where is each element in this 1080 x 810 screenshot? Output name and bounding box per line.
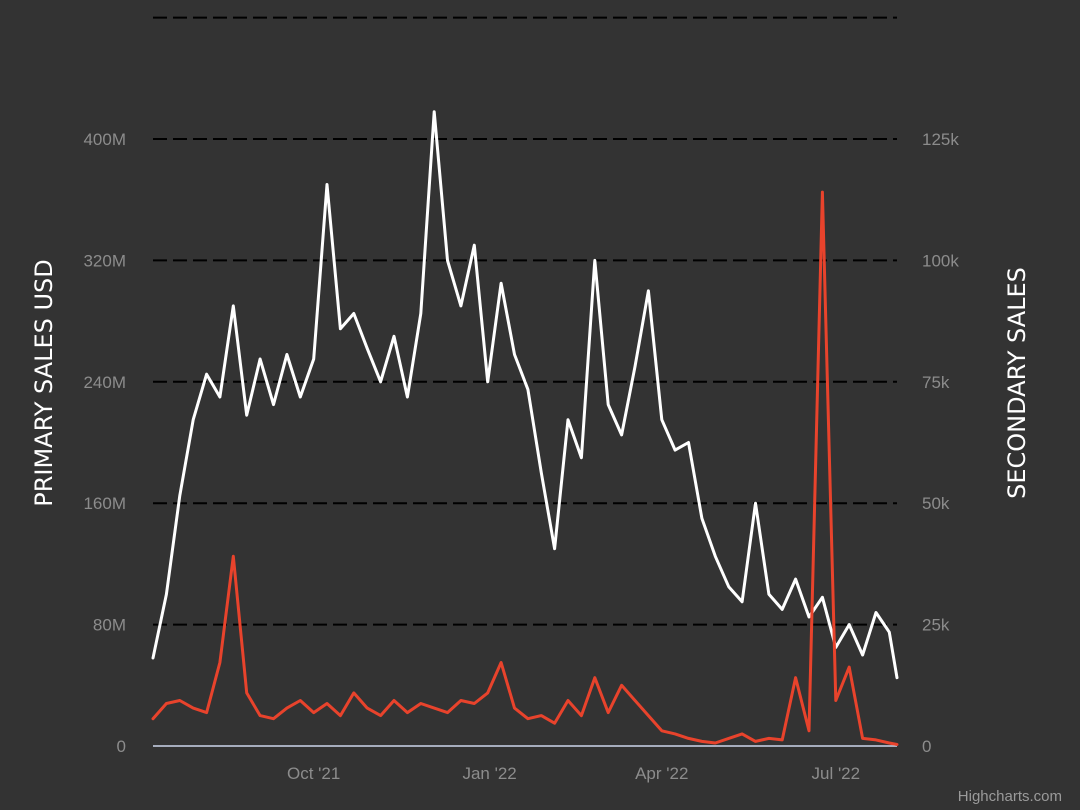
left-tick-label: 0 — [117, 737, 126, 756]
left-axis-ticks: 0 80M 160M 240M 320M 400M — [83, 130, 126, 756]
right-axis-title: SECONDARY SALES — [1003, 267, 1031, 499]
right-tick-label: 125k — [922, 130, 959, 149]
left-tick-label: 400M — [83, 130, 126, 149]
right-tick-label: 50k — [922, 494, 950, 513]
right-axis-ticks: 0 25k 50k 75k 100k 125k — [922, 130, 959, 756]
right-tick-label: 75k — [922, 373, 950, 392]
left-tick-label: 160M — [83, 494, 126, 513]
series-line-1 — [151, 110, 899, 680]
series-group — [151, 110, 899, 746]
x-tick-label: Jan '22 — [462, 764, 516, 783]
x-tick-label: Jul '22 — [811, 764, 860, 783]
right-tick-label: 25k — [922, 616, 950, 635]
x-axis-ticks: Oct '21 Jan '22 Apr '22 Jul '22 — [287, 764, 860, 783]
left-tick-label: 320M — [83, 251, 126, 270]
left-tick-label: 80M — [93, 616, 126, 635]
left-axis-title: PRIMARY SALES USD — [30, 259, 58, 507]
left-tick-label: 240M — [83, 373, 126, 392]
right-tick-label: 0 — [922, 737, 931, 756]
right-tick-label: 100k — [922, 251, 959, 270]
series-line-2 — [151, 190, 899, 746]
x-tick-label: Apr '22 — [635, 764, 688, 783]
highcharts-credit[interactable]: Highcharts.com — [958, 788, 1062, 805]
x-tick-label: Oct '21 — [287, 764, 340, 783]
